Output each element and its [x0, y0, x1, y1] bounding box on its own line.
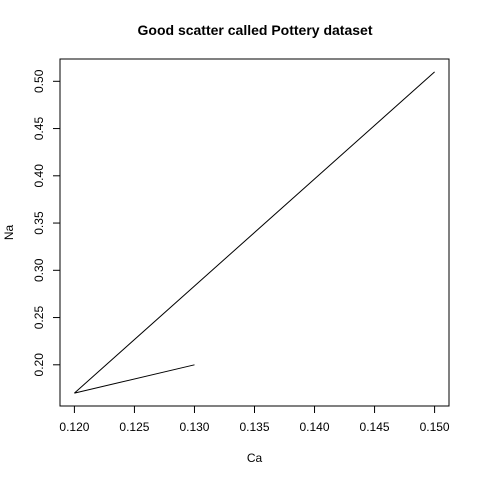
y-axis: 0.20 0.25 0.30 0.35 0.40 0.45 0.50: [32, 69, 61, 376]
x-tick-label: 0.130: [179, 420, 209, 434]
y-tick-label: 0.20: [32, 353, 46, 377]
x-tick-label: 0.145: [360, 420, 390, 434]
y-ticks: 0.20 0.25 0.30 0.35 0.40 0.45 0.50: [32, 69, 60, 376]
y-tick-label: 0.40: [32, 164, 46, 188]
x-tick-label: 0.125: [119, 420, 149, 434]
y-tick-label: 0.35: [32, 211, 46, 235]
y-tick-label: 0.30: [32, 258, 46, 282]
y-tick-label: 0.45: [32, 117, 46, 141]
y-tick-label: 0.50: [32, 69, 46, 93]
x-axis-label: Ca: [247, 451, 263, 465]
chart-title: Good scatter called Pottery dataset: [138, 22, 373, 38]
x-tick-label: 0.120: [59, 420, 89, 434]
series-line: [74, 71, 435, 394]
y-tick-label: 0.25: [32, 306, 46, 330]
x-tick-label: 0.150: [420, 420, 450, 434]
x-tick-label: 0.135: [239, 420, 269, 434]
x-tick-label: 0.140: [300, 420, 330, 434]
y-axis-label: Na: [2, 225, 16, 241]
x-ticks: 0.120 0.125 0.130 0.135 0.140 0.145 0.150: [59, 406, 450, 434]
x-axis: 0.120 0.125 0.130 0.135 0.140 0.145 0.150: [59, 405, 450, 434]
